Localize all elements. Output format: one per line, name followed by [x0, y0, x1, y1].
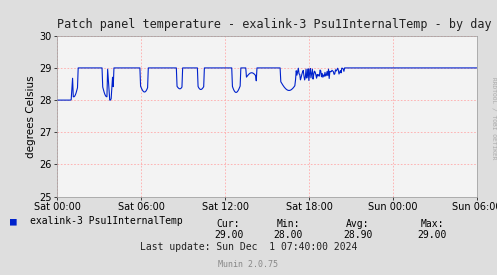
Text: 28.00: 28.00: [273, 230, 303, 240]
Text: exalink-3 Psu1InternalTemp: exalink-3 Psu1InternalTemp: [30, 216, 182, 226]
Text: 29.00: 29.00: [417, 230, 447, 240]
Text: RRDTOOL / TOBI OETIKER: RRDTOOL / TOBI OETIKER: [491, 77, 496, 160]
Text: Last update: Sun Dec  1 07:40:00 2024: Last update: Sun Dec 1 07:40:00 2024: [140, 242, 357, 252]
Text: Munin 2.0.75: Munin 2.0.75: [219, 260, 278, 269]
Text: 28.90: 28.90: [343, 230, 373, 240]
Text: Cur:: Cur:: [217, 219, 241, 229]
Text: Avg:: Avg:: [346, 219, 370, 229]
Text: ■: ■: [10, 216, 17, 226]
Text: 29.00: 29.00: [214, 230, 244, 240]
Text: Max:: Max:: [420, 219, 444, 229]
Y-axis label: degrees Celsius: degrees Celsius: [26, 75, 36, 158]
Text: Min:: Min:: [276, 219, 300, 229]
Text: Patch panel temperature - exalink-3 Psu1InternalTemp - by day: Patch panel temperature - exalink-3 Psu1…: [57, 18, 492, 31]
